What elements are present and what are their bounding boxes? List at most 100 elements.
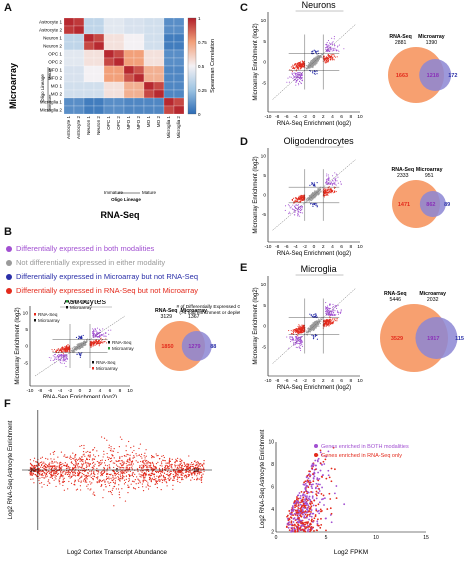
astro-venn-micro-label: Microarray (180, 308, 207, 314)
point-rna-only (325, 193, 327, 195)
neurons-xtick: 8 (349, 114, 352, 120)
f-left-point (125, 462, 127, 465)
f-left-point (145, 449, 147, 451)
point-both (96, 331, 98, 333)
neurons-xtick: -6 (284, 114, 289, 120)
astrocytes-scatter-panel: Astrocytes-10 -8 -6 -4 -2 0 2 4 6 8 101050-5RNA-Se… (15, 300, 240, 398)
point-rna-only (93, 344, 95, 346)
f-left-point (84, 475, 87, 477)
f-left-point (88, 458, 90, 461)
point-both (337, 304, 339, 306)
point-both (331, 50, 333, 52)
point-both (297, 82, 299, 84)
point-neither (309, 66, 311, 68)
point-micro-only (315, 51, 317, 53)
point-neither (80, 346, 83, 348)
f-left-point (165, 462, 167, 464)
point-both (326, 42, 328, 44)
f-left-point (132, 475, 135, 478)
point-micro-only (316, 334, 318, 336)
point-both (330, 181, 332, 183)
f-left-point (39, 482, 41, 484)
f-left-point (129, 464, 131, 466)
point-both (287, 204, 289, 206)
heatmap-cell (83, 41, 95, 51)
astro-venn-micro-circle (181, 331, 212, 361)
f-left-point (106, 465, 109, 467)
point-rna-only (324, 62, 326, 64)
f-left-point (98, 480, 100, 482)
f-left-point (113, 505, 115, 507)
point-micro-only (316, 181, 318, 184)
heatmap-cell (63, 81, 75, 91)
f-left-point (42, 471, 44, 473)
point-rna-only (330, 57, 332, 59)
f-left-point (49, 471, 51, 473)
point-rna-only (64, 345, 66, 348)
point-both (332, 303, 334, 305)
f-left-point (193, 470, 195, 472)
point-micro-only (314, 73, 316, 75)
point-rna-only (300, 62, 302, 64)
point-neither (313, 327, 315, 330)
point-both (332, 184, 334, 186)
f-left-point (126, 453, 128, 455)
point-rna-only (300, 196, 302, 198)
point-rna-only (297, 327, 299, 329)
f-left-point (41, 470, 43, 473)
heatmap-cell (83, 89, 95, 99)
f-left-point (48, 470, 50, 472)
f-left-point (111, 493, 113, 496)
astro-annotation-marker (108, 341, 110, 344)
heatmap-cell (83, 17, 95, 27)
point-both (333, 308, 335, 310)
f-left-point (200, 478, 203, 480)
neurons-venn-micro-only: 172 (448, 73, 457, 79)
f-left-point (52, 451, 54, 453)
f-left-point (147, 461, 149, 463)
point-both (297, 78, 299, 81)
colorbar-tick-label: 0.5 (198, 64, 205, 69)
f-left-point (191, 462, 193, 464)
point-both (294, 72, 296, 74)
neurons-xtick: -4 (293, 114, 298, 120)
point-both (331, 42, 333, 44)
f-left-point (148, 466, 150, 468)
f-left-point (180, 468, 182, 470)
heatmap-cell (73, 97, 85, 107)
point-both (331, 48, 333, 50)
heatmap-cell (123, 49, 135, 59)
f-left-point (90, 476, 92, 479)
oligo-venn-rna-only: 1471 (398, 202, 410, 208)
f-left-point (114, 480, 117, 482)
heatmap-cell (143, 41, 155, 51)
point-both (325, 48, 327, 50)
point-both (62, 356, 64, 358)
point-both (299, 345, 301, 347)
point-rna-only (323, 55, 325, 57)
point-rna-only (323, 326, 325, 328)
point-neither (314, 64, 316, 66)
f-left-point (101, 436, 103, 438)
f-left-point (76, 465, 79, 467)
point-rna-only (290, 66, 292, 68)
point-both (298, 84, 300, 86)
heatmap-cell (123, 105, 135, 115)
f-left-point (70, 482, 73, 484)
point-neither (84, 341, 86, 343)
f-left-point (169, 457, 171, 459)
heatmap-cell (173, 49, 185, 59)
point-neither (314, 323, 316, 325)
f-left-point (139, 465, 141, 467)
point-both (300, 82, 302, 84)
point-rna-only (324, 319, 326, 321)
point-rna-only (329, 320, 331, 322)
f-left-point (43, 464, 46, 467)
point-rna-only (301, 199, 304, 201)
f-left-point (32, 472, 34, 474)
heatmap-row-label: OPC 1 (48, 52, 62, 57)
heatmap-cell (123, 25, 135, 35)
f-left-point (82, 480, 85, 482)
point-rna-only (323, 193, 326, 195)
point-micro-only (315, 313, 317, 315)
